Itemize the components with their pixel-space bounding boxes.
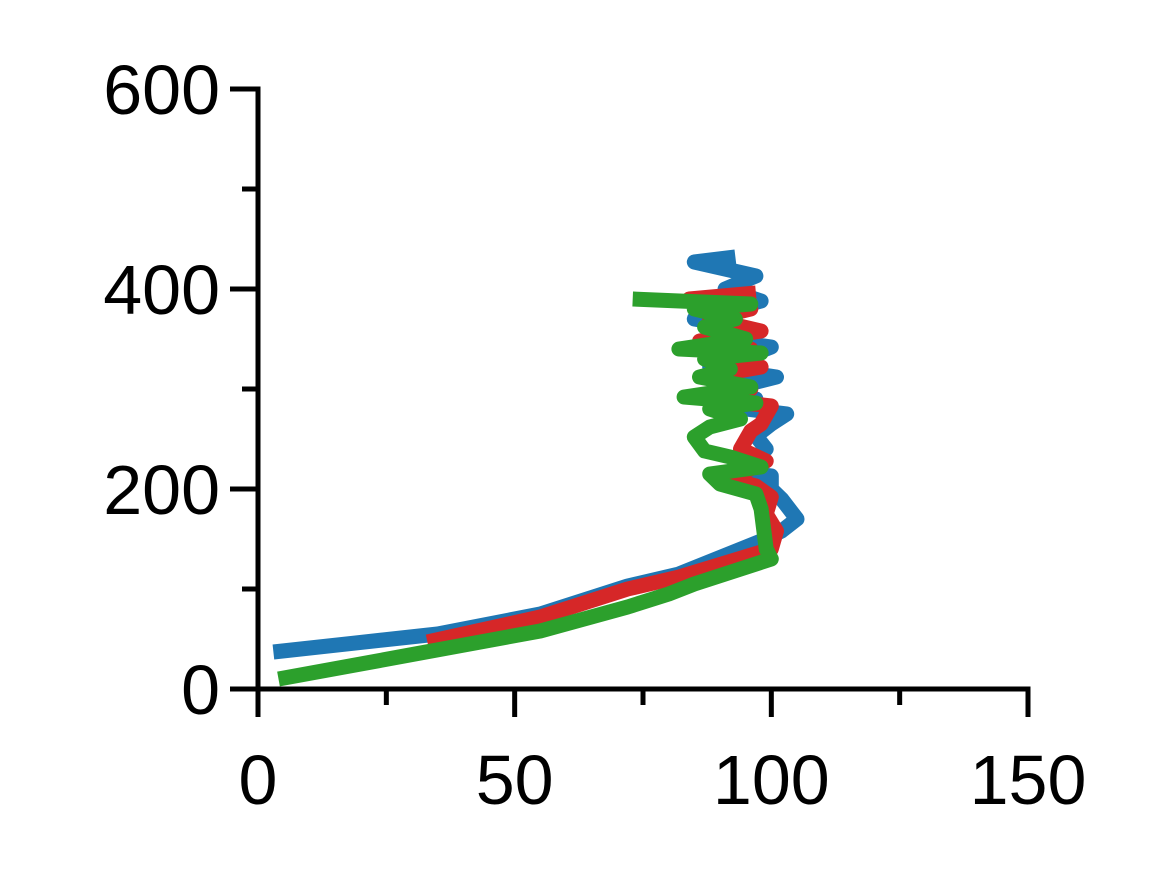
y-tick-label: 200 (103, 451, 220, 529)
x-tick-label: 50 (476, 741, 554, 819)
series-line-3 (277, 291, 779, 687)
x-tick-label: 100 (713, 741, 830, 819)
y-tick-label: 0 (181, 651, 220, 729)
y-tick-label: 600 (103, 51, 220, 129)
y-tick-label: 400 (103, 251, 220, 329)
x-tick-label: 150 (970, 741, 1087, 819)
series-layer (272, 249, 805, 687)
ticks-layer: 0 200 400 600 0 50 100 150 (103, 51, 1086, 819)
x-tick-label: 0 (239, 741, 278, 819)
